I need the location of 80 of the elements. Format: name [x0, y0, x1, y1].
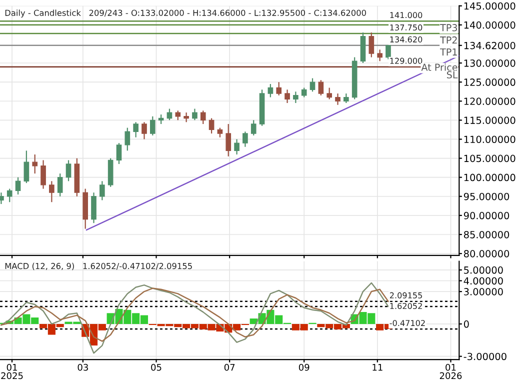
- y-tick-label: 85.00000: [464, 230, 510, 238]
- candlestick: [57, 172, 63, 197]
- y-tick-label: 100.00000: [464, 174, 516, 182]
- candlestick: [318, 80, 324, 96]
- ref-line-label: 141.000: [390, 12, 422, 18]
- x-tick-label: 11: [372, 364, 382, 371]
- x-tick-label: 05: [151, 364, 162, 371]
- candlestick: [124, 127, 130, 152]
- y-tick-label: 80.00000: [464, 250, 510, 258]
- candlestick: [24, 150, 30, 184]
- ref-line-label: 137.750: [390, 24, 422, 31]
- candlestick: [301, 87, 307, 98]
- y-tick-label: 90.00000: [464, 212, 510, 220]
- ref-line-label: 1.62052: [390, 302, 422, 310]
- candlestick: [377, 49, 382, 62]
- candlestick: [234, 138, 240, 156]
- candlestick: [166, 108, 172, 121]
- candlestick: [91, 192, 96, 224]
- candlestick: [226, 123, 232, 157]
- candlestick: [344, 92, 349, 104]
- candlestick: [284, 89, 290, 104]
- y-tick-label: 130.00000: [464, 59, 516, 67]
- y-tick-label: 4.00000: [464, 277, 503, 285]
- y-tick-label: 110.00000: [464, 136, 516, 144]
- candlestick: [100, 180, 105, 201]
- annotation: SL: [446, 71, 458, 78]
- y-tick-label: 115.00000: [464, 116, 516, 124]
- candlestick: [276, 82, 282, 96]
- candlestick: [310, 78, 316, 92]
- candlestick: [242, 131, 248, 148]
- candlestick: [158, 114, 164, 125]
- candlestick: [217, 127, 223, 138]
- y-tick-label: 120.00000: [464, 98, 516, 105]
- candlestick: [368, 32, 374, 58]
- y-tick-label: 0: [464, 320, 469, 328]
- candlestick: [268, 83, 274, 98]
- candlestick: [142, 122, 147, 140]
- y-tick-label: -3.00000: [464, 352, 506, 360]
- chart-title: MACD (12, 26, 9) 1.62052/-0.47102/2.09155: [5, 262, 192, 270]
- candlestick: [15, 176, 21, 196]
- annotation: At Price: [421, 63, 458, 71]
- y-tick-label: 134.62000: [464, 42, 516, 50]
- y-tick-label: 145.00000: [464, 2, 516, 10]
- candlestick: [386, 44, 391, 60]
- x-tick-label: 03: [78, 364, 88, 371]
- annotation: TP2: [440, 36, 457, 44]
- candlestick: [175, 110, 181, 121]
- y-tick-label: 125.00000: [464, 78, 516, 86]
- ref-line-label: 129.000: [390, 58, 422, 64]
- y-tick-label: 3.00000: [464, 288, 503, 296]
- y-tick-label: 105.00000: [464, 154, 516, 162]
- candlestick: [40, 160, 46, 190]
- annotation: TP3: [440, 24, 458, 32]
- ref-line-label: -0.47102: [390, 320, 425, 326]
- x-tick-label: 07: [224, 364, 235, 371]
- candlestick: [116, 142, 122, 165]
- candlestick: [250, 120, 256, 136]
- chart-title: Daily - Candlestick 209/243 - O:133.02000 - H:134.66000 - L:132.95500 - C:134.62000: [5, 10, 366, 18]
- candlestick: [293, 91, 298, 104]
- ref-line-label: 2.09155: [390, 292, 422, 298]
- candlestick: [200, 110, 206, 125]
- candlestick: [6, 188, 12, 203]
- candlestick: [208, 118, 214, 134]
- candlestick: [150, 116, 156, 136]
- candlestick: [184, 112, 189, 123]
- ref-line-label: 134.620: [390, 36, 422, 42]
- candlestick: [49, 180, 54, 203]
- y-tick-label: 95.00000: [464, 192, 510, 200]
- y-tick-label: 5.00000: [464, 266, 503, 274]
- candlestick: [66, 160, 72, 182]
- x-tick-label: 01 2025: [1, 364, 23, 380]
- candlestick: [32, 154, 38, 174]
- x-tick-label: 01 2026: [440, 364, 462, 380]
- candlestick: [326, 87, 332, 100]
- x-tick-label: 09: [298, 364, 310, 371]
- candlestick: [192, 108, 198, 121]
- candlestick: [335, 92, 340, 106]
- annotation: TP1: [440, 48, 457, 56]
- candlestick: [133, 122, 138, 138]
- y-tick-label: 140.00000: [464, 21, 516, 29]
